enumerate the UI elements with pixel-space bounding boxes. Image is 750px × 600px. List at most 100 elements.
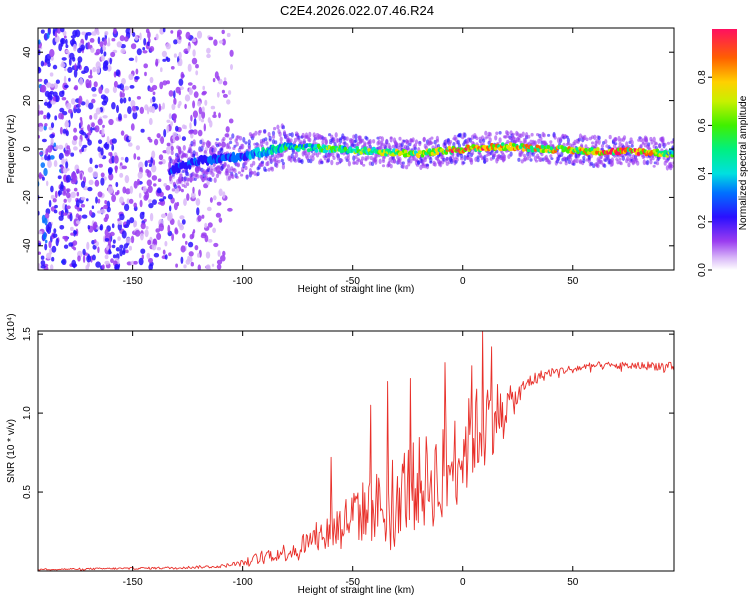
spectrogram-noise-cell bbox=[212, 227, 217, 234]
spectrogram-noise-cell bbox=[166, 119, 171, 124]
spectrogram-noise-cell bbox=[173, 39, 178, 45]
spectrogram-noise-cell bbox=[70, 152, 75, 157]
spectrogram-noise-cell bbox=[191, 57, 198, 65]
spectrogram-halo-cell bbox=[176, 145, 180, 150]
spectrogram-noise-cell bbox=[69, 213, 73, 222]
spectrogram-halo-cell bbox=[329, 141, 333, 145]
spectrogram-halo-cell bbox=[639, 144, 643, 148]
spectrogram-noise-cell bbox=[63, 212, 68, 216]
spectrogram-halo-cell bbox=[366, 155, 370, 160]
spectrogram-noise-cell bbox=[144, 160, 148, 168]
spectrogram-halo-cell bbox=[517, 157, 521, 162]
spectrogram-noise-cell bbox=[152, 91, 156, 96]
spectrogram-noise-cell bbox=[97, 118, 103, 126]
spectrogram-noise-cell bbox=[192, 186, 195, 194]
spectrogram-halo-cell bbox=[389, 136, 393, 143]
spectrogram-noise-cell bbox=[100, 55, 105, 62]
spectrogram-noise-cell bbox=[133, 202, 137, 208]
spectrogram-halo-cell bbox=[232, 146, 236, 150]
spectrogram-noise-cell bbox=[170, 66, 175, 70]
spectrogram-halo-cell bbox=[235, 141, 239, 147]
spectrogram-halo-cell bbox=[181, 170, 185, 173]
spectrogram-noise-cell bbox=[131, 105, 137, 112]
spectrogram-noise-cell bbox=[206, 47, 211, 54]
spectrogram-noise-cell bbox=[95, 61, 101, 70]
spectrogram-noise-cell bbox=[192, 110, 198, 119]
spectrogram-halo-cell bbox=[264, 137, 268, 142]
spectrogram-halo-cell bbox=[354, 155, 358, 159]
spectrogram-ridge-cell bbox=[590, 146, 594, 151]
spectrogram-noise-cell bbox=[162, 58, 167, 62]
spectrogram-ridge-cell bbox=[524, 143, 529, 148]
spectrogram-halo-cell bbox=[359, 159, 364, 166]
spectrogram-noise-cell bbox=[54, 204, 58, 209]
spectrogram-noise-cell bbox=[107, 37, 111, 46]
spectrogram-halo-cell bbox=[321, 139, 325, 145]
spectrogram-noise-cell bbox=[188, 129, 194, 135]
spectrogram-noise-cell bbox=[84, 32, 88, 41]
spectrogram-halo-cell bbox=[273, 126, 277, 131]
spectrogram-noise-cell bbox=[185, 259, 191, 265]
spectrogram-ridge-cell bbox=[435, 151, 440, 155]
spectrogram-noise-cell bbox=[201, 232, 207, 236]
spectrogram-halo-cell bbox=[210, 168, 214, 173]
spectrogram-halo-cell bbox=[509, 151, 513, 157]
spectrogram-halo-cell bbox=[539, 157, 543, 163]
spectrogram-noise-cell bbox=[123, 97, 127, 104]
spectrogram-noise-cell bbox=[72, 135, 78, 141]
spectrogram-halo-cell bbox=[324, 138, 328, 145]
spectrogram-noise-cell bbox=[188, 87, 193, 96]
spectrogram-noise-cell bbox=[52, 64, 58, 70]
spectrogram-halo-cell bbox=[237, 171, 241, 175]
spectrogram-noise-cell bbox=[124, 203, 130, 212]
spectrogram-noise-cell bbox=[72, 240, 78, 246]
spectrogram-noise-cell bbox=[153, 252, 160, 258]
spectrogram-noise-cell bbox=[86, 198, 89, 202]
spectrogram-halo-cell bbox=[223, 161, 227, 167]
spectrogram-noise-cell bbox=[108, 118, 114, 126]
spectrogram-noise-cell bbox=[68, 57, 72, 66]
spectrogram-halo-cell bbox=[183, 185, 187, 189]
spectrogram-noise-cell bbox=[113, 80, 118, 88]
spectrogram-noise-cell bbox=[136, 48, 142, 56]
spectrogram-noise-cell bbox=[119, 248, 123, 257]
spectrogram-noise-cell bbox=[73, 229, 77, 237]
spectrogram-noise-cell bbox=[213, 111, 216, 115]
spectrogram-noise-cell bbox=[93, 239, 97, 244]
spectrogram-halo-cell bbox=[433, 162, 437, 167]
spectrogram-noise-cell bbox=[81, 31, 86, 36]
spectrogram-halo-cell bbox=[381, 164, 386, 168]
spectrogram-noise-cell bbox=[196, 30, 203, 39]
spectrogram-noise-cell bbox=[111, 144, 115, 151]
spectrogram-noise-cell bbox=[123, 114, 128, 119]
spectrogram-noise-cell bbox=[166, 142, 171, 147]
spectrogram-noise-cell bbox=[134, 35, 139, 41]
spectrogram-noise-cell bbox=[68, 242, 74, 247]
spectrogram-noise-cell bbox=[79, 130, 85, 135]
spectrogram-noise-cell bbox=[203, 123, 206, 132]
spectrogram-noise-cell bbox=[104, 229, 109, 237]
spectrogram-noise-cell bbox=[204, 222, 208, 229]
spectrogram-halo-cell bbox=[269, 156, 273, 163]
spectrogram-y-tick-label: 40 bbox=[22, 46, 33, 58]
spectrogram-noise-cell bbox=[119, 172, 124, 178]
spectrogram-noise-cell bbox=[88, 102, 94, 110]
spectrogram-halo-cell bbox=[449, 140, 453, 144]
spectrogram-noise-cell bbox=[230, 64, 233, 70]
spectrogram-halo-cell bbox=[169, 175, 173, 179]
spectrogram-halo-cell bbox=[277, 159, 281, 164]
spectrogram-halo-cell bbox=[661, 136, 665, 142]
spectrogram-noise-cell bbox=[186, 193, 190, 201]
spectrogram-noise-cell bbox=[130, 235, 135, 244]
spectrogram-halo-cell bbox=[523, 156, 528, 162]
spectrogram-noise-cell bbox=[62, 235, 67, 240]
spectrogram-noise-cell bbox=[106, 64, 112, 72]
spectrogram-noise-cell bbox=[38, 231, 43, 235]
spectrogram-noise-cell bbox=[104, 254, 109, 260]
spectrogram-noise-cell bbox=[128, 57, 135, 61]
spectrogram-halo-cell bbox=[207, 168, 211, 172]
spectrogram-noise-cell bbox=[64, 67, 67, 72]
spectrogram-noise-cell bbox=[213, 242, 219, 248]
spectrogram-noise-cell bbox=[217, 170, 222, 174]
